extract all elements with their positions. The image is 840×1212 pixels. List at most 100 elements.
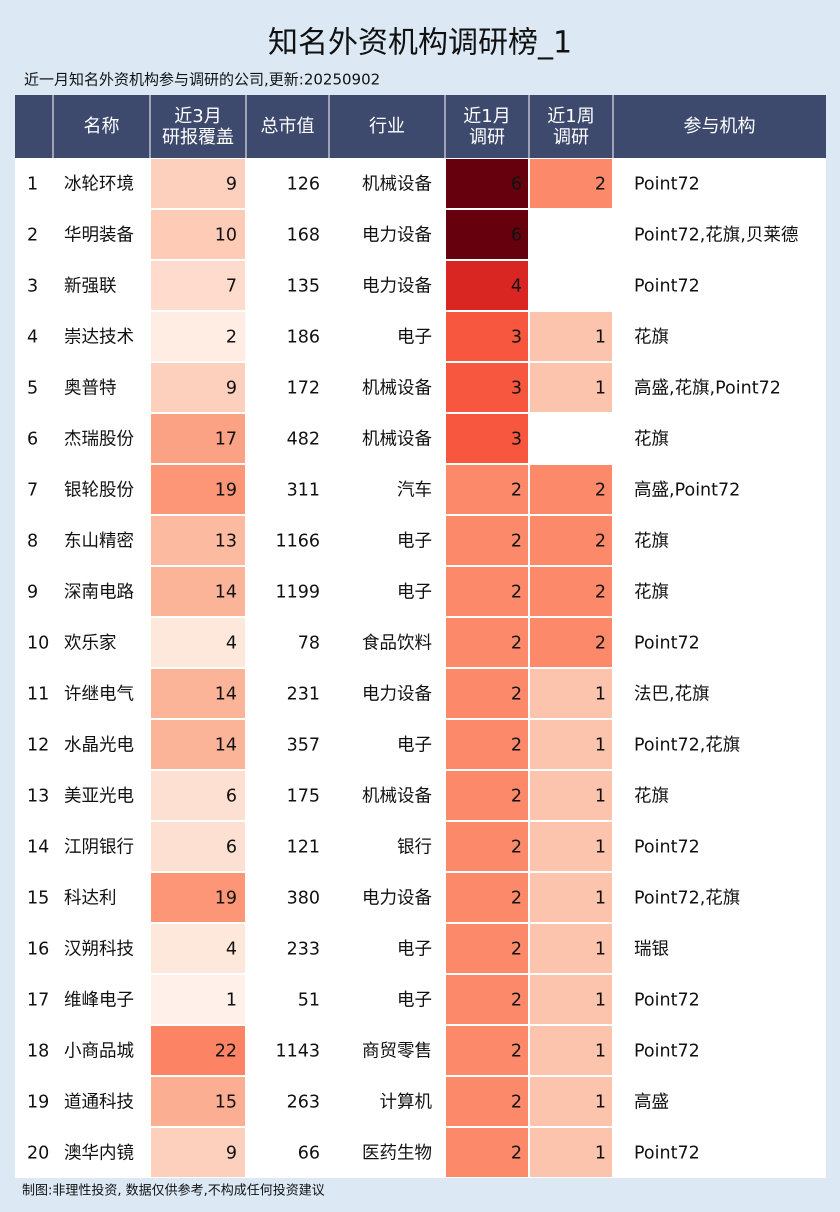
column-header: 近1月 [463,106,510,127]
cell-text: 汉朔科技 [64,940,134,960]
cell-text: 机械设备 [362,379,432,399]
heat-cell [151,363,245,412]
title: 知名外资机构调研榜_1 [268,26,572,61]
cell-text: 2 [511,991,522,1011]
cell-text: 维峰电子 [64,991,134,1011]
heat-cell [151,975,245,1024]
cell-text: 126 [287,175,320,195]
heat-cell [530,159,612,208]
cell-text: 1 [595,889,606,909]
cell-text: 高盛,Point72 [634,481,740,501]
subtitle: 近一月知名外资机构参与调研的公司,更新:20250902 [24,71,380,89]
column-header: 名称 [84,116,120,137]
cell-text: 19 [27,1093,49,1113]
column-header: 研报覆盖 [162,127,234,148]
cell-text: 15 [27,889,49,909]
heat-cell [446,516,528,565]
cell-text: 2 [511,634,522,654]
heat-cell [446,1077,528,1126]
heat-cell [151,669,245,718]
heat-cell [151,873,245,922]
cell-text: Point72,花旗 [634,889,740,909]
cell-text: 水晶光电 [64,736,134,756]
cell-text: 电子 [397,328,432,348]
cell-text: 1 [595,685,606,705]
cell-text: 电力设备 [362,685,432,705]
heat-cell [446,669,528,718]
cell-text: 7 [226,277,237,297]
heat-cell [446,414,528,463]
heat-cell [151,210,245,259]
cell-text: 澳华内镜 [64,1144,134,1164]
column-header: 调研 [553,127,589,148]
cell-text: 2 [511,838,522,858]
cell-text: 233 [287,940,320,960]
heat-cell [151,924,245,973]
cell-text: 科达利 [64,889,117,909]
cell-text: 22 [215,1042,237,1062]
cell-text: 1166 [275,532,320,552]
cell-text: 2 [27,226,38,246]
cell-text: 19 [215,889,237,909]
cell-text: 1 [595,787,606,807]
cell-text: 1 [595,838,606,858]
cell-text: 机械设备 [362,787,432,807]
cell-text: 16 [27,940,49,960]
cell-text: 9 [226,379,237,399]
cell-text: 机械设备 [362,430,432,450]
cell-text: 计算机 [380,1093,433,1113]
heat-cell [151,1128,245,1177]
heat-cell [151,261,245,310]
cell-text: 10 [215,226,237,246]
cell-text: 华明装备 [64,226,134,246]
cell-text: 2 [595,634,606,654]
cell-text: 深南电路 [64,583,134,603]
cell-text: 2 [511,532,522,552]
heat-cell [151,1026,245,1075]
cell-text: 17 [27,991,49,1011]
cell-text: 14 [27,838,49,858]
cell-text: 1199 [275,583,320,603]
cell-text: 高盛 [634,1093,669,1113]
cell-text: 花旗 [634,532,669,552]
heat-cell [530,516,612,565]
heat-cell [151,159,245,208]
cell-text: 13 [215,532,237,552]
heat-cell [151,822,245,871]
cell-text: 1 [595,1093,606,1113]
cell-text: 1143 [275,1042,320,1062]
cell-text: 电子 [397,532,432,552]
cell-text: 电子 [397,940,432,960]
column-header: 近1周 [547,106,594,127]
cell-text: 6 [511,175,522,195]
cell-text: Point72 [634,1144,700,1164]
cell-text: 许继电气 [64,685,134,705]
heat-cell [530,1077,612,1126]
cell-text: 357 [287,736,320,756]
cell-text: 银轮股份 [64,481,134,501]
cell-text: 4 [226,634,237,654]
cell-text: 18 [27,1042,49,1062]
heat-cell [446,720,528,769]
cell-text: 9 [27,583,38,603]
cell-text: 杰瑞股份 [64,430,134,450]
heat-cell [446,312,528,361]
cell-text: 20 [27,1144,49,1164]
cell-text: 9 [226,175,237,195]
cell-text: 2 [595,583,606,603]
cell-text: 12 [27,736,49,756]
cell-text: 电子 [397,991,432,1011]
cell-text: Point72 [634,991,700,1011]
cell-text: 66 [298,1144,320,1164]
cell-text: 2 [511,940,522,960]
cell-text: 2 [511,481,522,501]
cell-text: 51 [298,991,320,1011]
cell-text: 2 [511,736,522,756]
cell-text: 瑞银 [634,940,669,960]
cell-text: 2 [511,1042,522,1062]
heat-cell [530,975,612,1024]
heat-cell [151,1077,245,1126]
cell-text: Point72 [634,1042,700,1062]
cell-text: 冰轮环境 [64,175,134,195]
